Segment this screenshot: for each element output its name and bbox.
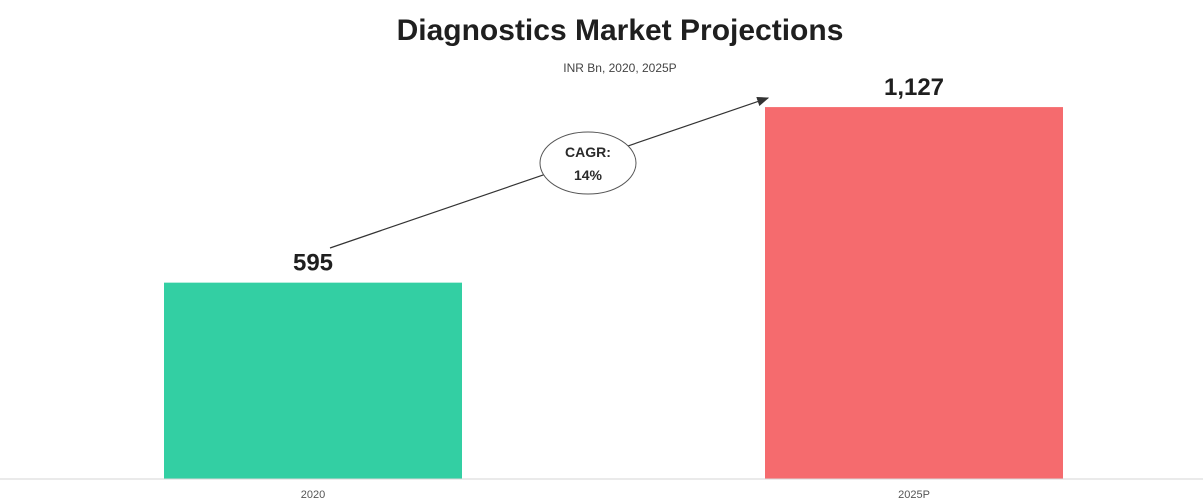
bar-2020 bbox=[164, 282, 462, 479]
cagr-bubble bbox=[539, 131, 637, 195]
chart-subtitle: INR Bn, 2020, 2025P bbox=[563, 61, 676, 75]
cagr-label: CAGR: bbox=[565, 144, 611, 160]
x-tick-label-2020: 2020 bbox=[301, 489, 325, 501]
bar-2025p bbox=[765, 107, 1063, 479]
cagr-value: 14% bbox=[574, 167, 603, 183]
value-label-2020: 595 bbox=[293, 250, 333, 277]
bars-layer: 595 2020 1,127 2025P bbox=[164, 74, 1063, 501]
value-label-2025p: 1,127 bbox=[884, 74, 944, 101]
chart-title: Diagnostics Market Projections bbox=[397, 14, 844, 47]
x-tick-label-2025p: 2025P bbox=[898, 489, 930, 501]
